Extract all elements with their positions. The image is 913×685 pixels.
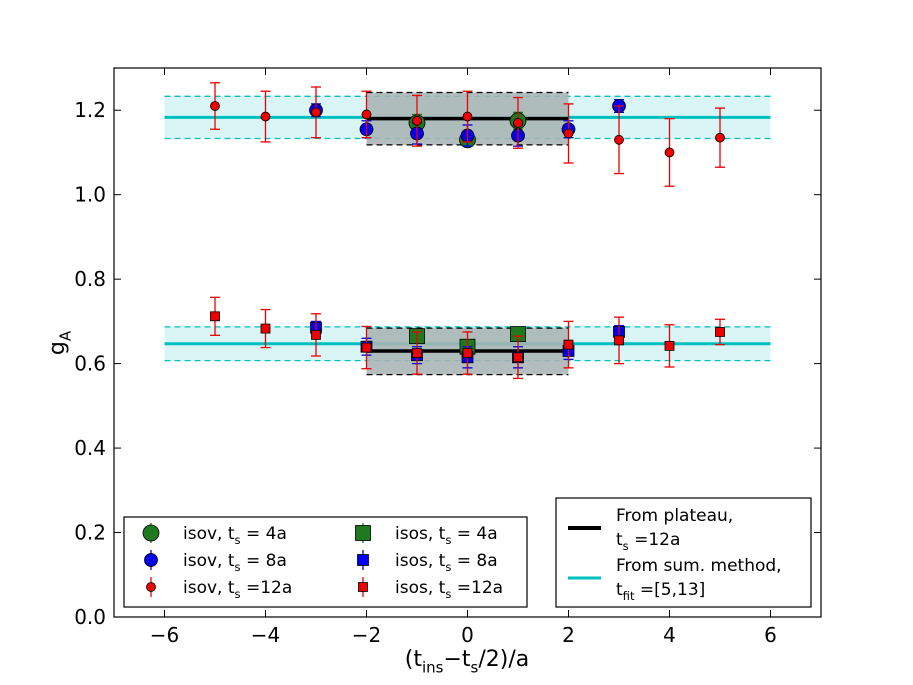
data-point bbox=[664, 147, 675, 158]
x-tick-label: 6 bbox=[764, 623, 777, 647]
legend-label: isos, ts​ = 8a bbox=[395, 551, 498, 574]
legend-line-entry: From plateau, ts​ =12a bbox=[568, 506, 733, 553]
data-point bbox=[614, 134, 624, 145]
data-point bbox=[664, 340, 675, 351]
legend-label: isos, ts​ = 4a bbox=[395, 524, 498, 547]
data-point bbox=[412, 115, 422, 126]
legend-label: isov, ts​ = 8a bbox=[183, 551, 287, 574]
legend-lines-frame bbox=[555, 497, 812, 608]
data-point bbox=[614, 335, 624, 346]
legend-lines: From plateau, ts​ =12a From sum. method, tf… bbox=[555, 497, 812, 608]
legend-entry: isos, ts​ = 8a bbox=[357, 550, 498, 574]
legend-entry: isos, ts​ =12a bbox=[358, 577, 503, 601]
data-point bbox=[715, 132, 725, 143]
x-tick-label: 2 bbox=[562, 623, 575, 647]
legend-label: isov, ts​ =12a bbox=[183, 578, 292, 601]
legend-entry: isos, ts​ = 4a bbox=[355, 523, 498, 547]
data-point bbox=[260, 323, 271, 334]
y-axis-label: gA​ bbox=[45, 330, 75, 355]
legend-marker bbox=[357, 554, 369, 566]
x-axis-label: (tins​−ts​/2)/a bbox=[405, 647, 530, 677]
data-point bbox=[513, 352, 523, 363]
data-point bbox=[462, 111, 473, 122]
y-tick-label: 0.6 bbox=[74, 352, 106, 376]
legend-entry: isov, ts​ = 4a bbox=[142, 523, 287, 547]
data-point bbox=[361, 342, 372, 353]
legend-marker bbox=[146, 582, 156, 592]
y-tick-label: 0.4 bbox=[74, 436, 106, 460]
data-point bbox=[210, 311, 220, 322]
data-point bbox=[260, 111, 271, 122]
data-point bbox=[462, 348, 473, 358]
legend-line-label-1: From plateau, bbox=[616, 506, 733, 526]
x-tick-label: 4 bbox=[663, 623, 676, 647]
x-tick-label: −4 bbox=[251, 623, 280, 647]
y-tick-label: 0.0 bbox=[74, 605, 106, 629]
legend-marker bbox=[355, 525, 371, 541]
data-point bbox=[412, 348, 422, 358]
legend-points-frame bbox=[123, 516, 528, 608]
legend-line-label-2: ts​ =12a bbox=[616, 530, 680, 553]
data-point bbox=[563, 128, 574, 139]
legend-points: isov, ts​ = 4a isov, ts​ = 8a isov, ts​ =1… bbox=[123, 516, 528, 608]
data-point bbox=[513, 118, 523, 128]
data-point bbox=[361, 109, 372, 120]
data-point bbox=[563, 339, 574, 350]
data-point bbox=[311, 107, 321, 118]
legend-label: isov, ts​ = 4a bbox=[183, 524, 287, 547]
y-tick-label: 0.8 bbox=[74, 267, 106, 291]
series-isov-small bbox=[210, 82, 725, 187]
legend-line-entry: From sum. method, tfit​ =[5,13] bbox=[568, 556, 782, 603]
legend-line-label-1: From sum. method, bbox=[616, 556, 782, 576]
x-tick-label: −2 bbox=[352, 623, 381, 647]
y-tick-label: 1.2 bbox=[74, 98, 106, 122]
y-tick-label: 1.0 bbox=[74, 183, 106, 207]
data-point bbox=[715, 327, 725, 337]
data-point bbox=[210, 101, 220, 111]
ticks-layer: −6 −4 −2 0 2 4 6 0.0 0.2 0.4 0.6 0.8 1.0 1.2 bbox=[74, 68, 821, 647]
x-tick-label: −6 bbox=[150, 623, 179, 647]
data-point bbox=[311, 329, 321, 340]
legend-marker bbox=[358, 582, 368, 592]
legend-marker bbox=[142, 524, 160, 542]
series-isos-small bbox=[210, 296, 725, 380]
legend-entry: isov, ts​ = 8a bbox=[144, 550, 287, 574]
legend-entry: isov, ts​ =12a bbox=[146, 577, 292, 601]
legend-label: isos, ts​ =12a bbox=[395, 578, 503, 601]
y-tick-label: 0.2 bbox=[74, 521, 106, 545]
legend-marker bbox=[144, 553, 158, 567]
legend-line-label-2: tfit​ =[5,13] bbox=[616, 580, 705, 603]
x-tick-label: 0 bbox=[461, 623, 474, 647]
points-layer bbox=[210, 82, 725, 380]
